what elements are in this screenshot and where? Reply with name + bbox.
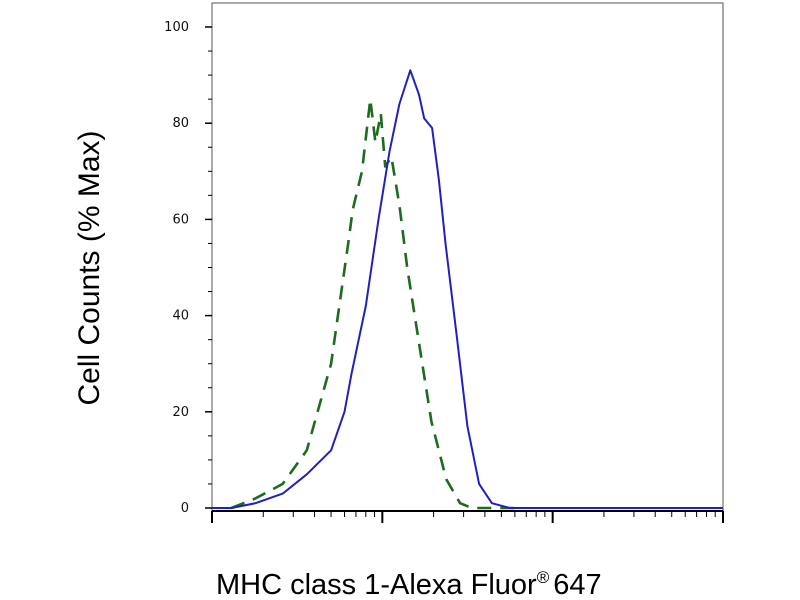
- x-axis-title-mark: ®: [537, 568, 550, 587]
- y-axis-title: Cell Counts (% Max): [73, 130, 106, 405]
- series-layer: [212, 69, 723, 510]
- x-axis: [211, 511, 724, 523]
- control-histogram-line: [230, 97, 515, 510]
- plot-frame: [211, 2, 724, 512]
- stained-histogram-line: [212, 69, 723, 509]
- y-axis: 0 20 40 60 80 100: [164, 20, 212, 516]
- y-tick-label: 20: [172, 405, 189, 420]
- y-tick-label: 0: [181, 501, 189, 516]
- x-axis-title-main: MHC class 1-Alexa Fluor: [216, 569, 537, 600]
- y-tick-label: 60: [172, 212, 189, 227]
- y-tick-label: 40: [172, 309, 189, 324]
- x-axis-title-suffix: 647: [553, 569, 601, 600]
- y-tick-label: 100: [164, 20, 189, 35]
- plot-border: [211, 2, 724, 512]
- y-tick-label: 80: [172, 116, 189, 131]
- x-axis-title: MHC class 1-Alexa Fluor® 647: [216, 568, 602, 600]
